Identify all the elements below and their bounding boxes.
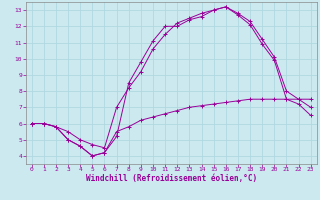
X-axis label: Windchill (Refroidissement éolien,°C): Windchill (Refroidissement éolien,°C) [86,174,257,183]
